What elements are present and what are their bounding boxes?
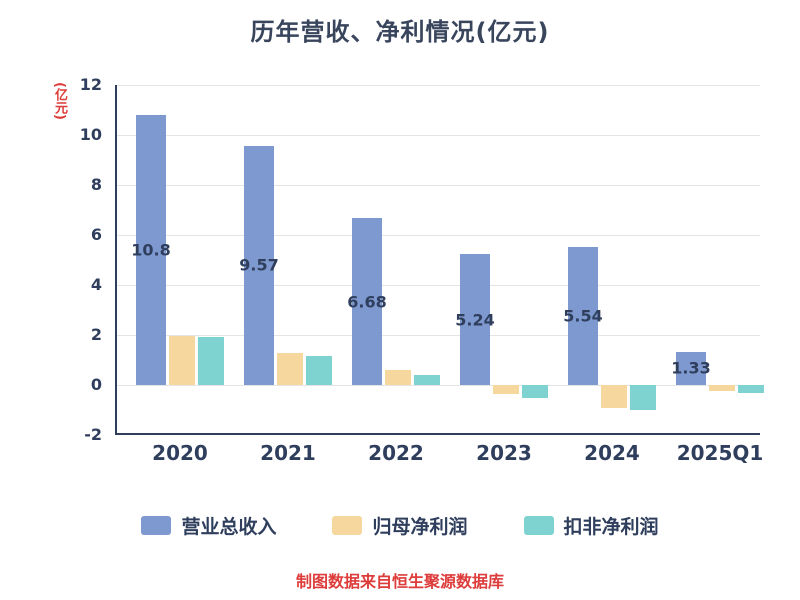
- bar-value-label: 5.24: [455, 310, 495, 329]
- gridline: [117, 85, 760, 86]
- gridline: [117, 135, 760, 136]
- gridline: [117, 185, 760, 186]
- data-source-note: 制图数据来自恒生聚源数据库: [295, 572, 504, 591]
- x-tick-label: 2021: [260, 441, 316, 465]
- non_gaap-bar: [522, 385, 548, 398]
- gridline: [117, 335, 760, 336]
- revenue-bar: [676, 351, 706, 385]
- y-tick-label: 2: [90, 325, 102, 344]
- chart-title: 历年营收、净利情况(亿元): [250, 18, 550, 46]
- legend-label-non-gaap: 扣非净利润: [563, 516, 659, 538]
- legend-swatch-net-profit: [332, 516, 363, 535]
- net_profit-bar: [601, 385, 627, 408]
- non_gaap-bar: [630, 385, 656, 410]
- y-tick-label: -2: [84, 425, 102, 444]
- non_gaap-bar: [306, 356, 332, 385]
- legend-item-revenue: 营业总收入: [141, 512, 276, 539]
- net_profit-bar: [385, 369, 411, 385]
- revenue-bar: [352, 218, 382, 385]
- y-tick-label: 8: [90, 175, 102, 194]
- non_gaap-bar: [198, 337, 224, 385]
- revenue-bar: [460, 254, 490, 385]
- bar-value-label: 6.68: [347, 292, 387, 311]
- x-tick-label: 2025Q1: [676, 441, 764, 465]
- legend-label-net-profit: 归母净利润: [372, 516, 468, 538]
- plot-area: 10.8 2020 9.57 2021 6.68 2022 5.24 2023 5.54 2024…: [115, 85, 764, 465]
- y-tick-label: 4: [90, 275, 102, 294]
- y-axis-label: (亿元): [52, 82, 67, 120]
- y-tick-label: 6: [90, 225, 102, 244]
- non_gaap-bar: [414, 375, 440, 385]
- non_gaap-bar: [738, 385, 764, 393]
- legend-item-net-profit: 归母净利润: [332, 512, 468, 539]
- x-tick-label: 2023: [476, 441, 532, 465]
- legend-label-revenue: 营业总收入: [181, 516, 277, 538]
- bar-value-label: 1.33: [671, 358, 711, 378]
- legend: 营业总收入 归母净利润 扣非净利润: [0, 512, 800, 539]
- net_profit-bar: [169, 336, 195, 385]
- y-tick-label: 0: [90, 375, 102, 394]
- revenue-bar: [568, 246, 598, 385]
- x-tick-label: 2022: [368, 441, 424, 465]
- revenue-bar: [136, 115, 166, 385]
- net_profit-bar: [709, 385, 735, 392]
- bar-value-label: 5.54: [563, 306, 603, 326]
- y-tick-label: 10: [79, 125, 102, 144]
- legend-swatch-non-gaap: [523, 516, 554, 535]
- net_profit-bar: [277, 353, 303, 385]
- x-tick-label: 2020: [152, 441, 208, 465]
- y-tick-label: 12: [79, 75, 102, 94]
- legend-swatch-revenue: [141, 516, 172, 535]
- gridline: [117, 285, 760, 286]
- legend-item-non-gaap: 扣非净利润: [523, 512, 659, 539]
- gridline: [117, 385, 760, 386]
- gridline: [117, 235, 760, 236]
- net_profit-bar: [493, 385, 519, 394]
- x-tick-label: 2024: [584, 441, 640, 465]
- revenue-bar: [244, 145, 274, 385]
- bar-value-label: 10.8: [131, 240, 171, 260]
- bar-value-label: 9.57: [239, 255, 279, 275]
